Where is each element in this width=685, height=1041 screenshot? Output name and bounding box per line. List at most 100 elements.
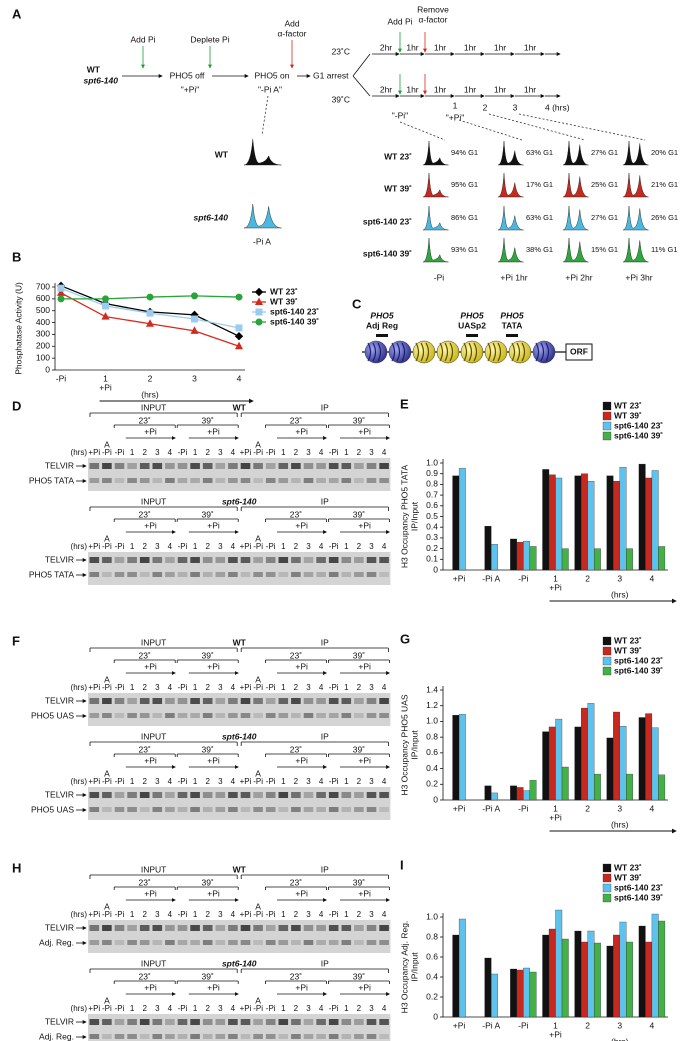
step-label: Add Pi bbox=[387, 16, 412, 26]
gel-band bbox=[165, 940, 175, 945]
y-axis-title: IP/Input bbox=[409, 501, 419, 531]
gel-band bbox=[202, 1034, 213, 1039]
temp-label: 39˚C bbox=[332, 94, 350, 104]
interval-label: 1hr bbox=[464, 84, 476, 94]
legend-label: WT 23˚ bbox=[270, 286, 298, 296]
gel-band bbox=[303, 1019, 314, 1025]
gel-lane-label: 1 bbox=[281, 683, 286, 692]
gel-band bbox=[202, 1019, 213, 1025]
gel-band bbox=[291, 572, 301, 577]
legend-marker bbox=[255, 308, 263, 316]
gel-band bbox=[240, 557, 251, 563]
y-tick-label: 0.4 bbox=[426, 763, 438, 773]
x-tick-label: 1 bbox=[103, 373, 108, 383]
y-tick-label: 0.7 bbox=[426, 489, 438, 499]
bar bbox=[555, 909, 563, 1018]
gel-lane-label: 2 bbox=[357, 1004, 362, 1013]
legend-label: spt6-140 39˚ bbox=[614, 430, 663, 440]
y-tick-label: 0.9 bbox=[426, 468, 438, 478]
bar bbox=[491, 792, 498, 801]
legend-swatch bbox=[602, 873, 612, 883]
gel-lane-label: -Pi bbox=[329, 683, 339, 692]
legend-label: WT 39˚ bbox=[614, 645, 642, 655]
site-label: TATA bbox=[502, 320, 523, 330]
gel-band bbox=[152, 1019, 163, 1025]
gel-lane-label: +Pi bbox=[240, 683, 252, 692]
gel-lane-note: A bbox=[255, 674, 261, 684]
time-label: 4 (hrs) bbox=[545, 102, 570, 112]
gel-temp: 23˚ bbox=[139, 415, 151, 425]
legend-label: WT 39˚ bbox=[614, 410, 642, 420]
gel-band bbox=[102, 478, 112, 483]
gel-lane-label: -Pi bbox=[115, 910, 125, 919]
gel-band bbox=[114, 463, 125, 469]
gel-band bbox=[177, 713, 188, 718]
gel-strain: spt6-140 bbox=[222, 958, 257, 968]
point bbox=[146, 309, 154, 317]
panel-label: G bbox=[400, 631, 410, 646]
gel-band bbox=[265, 807, 276, 812]
panel-label: F bbox=[12, 633, 20, 648]
legend-marker bbox=[254, 297, 264, 305]
legend-swatch bbox=[602, 863, 612, 873]
gel-lane-label: 2 bbox=[357, 910, 362, 919]
gel-lane-label: 4 bbox=[319, 777, 324, 786]
gel-band bbox=[139, 698, 150, 704]
gel-lane-label: 1 bbox=[193, 448, 198, 457]
gel-lane-label: 3 bbox=[155, 683, 160, 692]
gel-lane-label: -Pi bbox=[266, 777, 276, 786]
gel-band bbox=[303, 572, 314, 577]
gel-band bbox=[253, 1034, 263, 1039]
gel-band bbox=[190, 572, 200, 577]
gel-band bbox=[253, 698, 263, 704]
gel-band bbox=[291, 557, 301, 563]
point bbox=[145, 319, 155, 327]
bar bbox=[561, 548, 569, 571]
bar bbox=[561, 766, 569, 801]
histogram bbox=[562, 172, 589, 198]
gel-band bbox=[165, 463, 175, 469]
histogram bbox=[497, 172, 524, 198]
gel-lane-note: A bbox=[104, 768, 110, 778]
gel-lane-label: -Pi bbox=[266, 683, 276, 692]
bar bbox=[542, 934, 550, 1018]
x-tick-label: -Pi bbox=[518, 803, 529, 813]
gel-band bbox=[316, 1034, 326, 1039]
gel-lane-label: 1 bbox=[281, 1004, 286, 1013]
bar bbox=[484, 525, 492, 571]
nucleosome-stripe bbox=[545, 342, 550, 362]
bar bbox=[619, 725, 627, 801]
interval-label: 1hr bbox=[434, 42, 446, 52]
gel-band bbox=[291, 1019, 301, 1025]
gel-band bbox=[228, 940, 238, 945]
percent-label: 38% G1 bbox=[526, 245, 553, 254]
gel-band bbox=[202, 557, 213, 563]
gel-lane-label: -Pi bbox=[115, 777, 125, 786]
gel-band bbox=[228, 792, 238, 798]
x-tick-label: +Pi bbox=[453, 803, 466, 813]
bar bbox=[593, 773, 601, 801]
gel-row-label: TELVIR bbox=[45, 554, 74, 564]
gel-band bbox=[341, 572, 352, 577]
row-label: WT 39˚ bbox=[384, 183, 412, 193]
x-tick-label: 1 bbox=[553, 803, 558, 813]
gel-band bbox=[316, 698, 326, 704]
x-tick-label: 3 bbox=[192, 373, 197, 383]
gel-lane-label: 4 bbox=[231, 542, 236, 551]
gel-band bbox=[190, 698, 200, 704]
gel-band bbox=[265, 572, 276, 577]
gel-lane-label: 1 bbox=[344, 683, 349, 692]
bar bbox=[523, 790, 531, 801]
gel-band bbox=[89, 698, 100, 704]
gel-band bbox=[177, 557, 188, 563]
gel-band bbox=[228, 713, 238, 718]
y-tick-label: 200 bbox=[36, 341, 50, 351]
site-label: PHO5 bbox=[500, 310, 523, 320]
x-tick-label: -Pi bbox=[518, 1020, 529, 1030]
gel-lane-label: 3 bbox=[218, 542, 223, 551]
gel-band bbox=[89, 925, 100, 931]
histogram bbox=[422, 140, 449, 166]
gel-lane-note: A bbox=[104, 533, 110, 543]
gel-lane-label: 1 bbox=[130, 1004, 135, 1013]
bar bbox=[458, 468, 466, 571]
